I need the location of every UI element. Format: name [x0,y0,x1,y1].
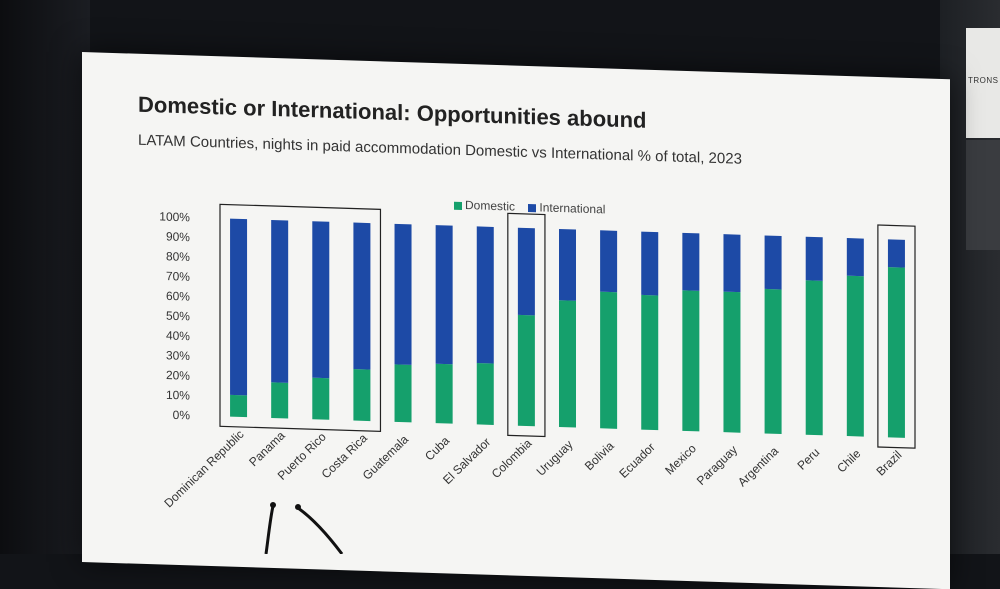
projection-screen: Domestic or International: Opportunities… [82,52,950,589]
bar-domestic-uruguay [559,300,576,428]
cable-left-tip [270,502,276,508]
side-panel-text: TRONS [968,76,999,85]
bar-domestic-guatemala [394,364,412,423]
bar-international-peru [805,236,823,281]
bar-international-panama [271,219,289,383]
bar-international-bolivia [600,230,618,293]
bar-international-brazil [887,239,905,268]
bar-domestic-ecuador [641,294,659,431]
bar-international-el-salvador [476,226,494,364]
bar-international-uruguay [559,228,576,301]
bar-domestic-bolivia [600,291,618,429]
cable-left [264,505,275,554]
y-tick-label-40: 40% [166,328,190,343]
bar-international-colombia [517,227,535,316]
bar-domestic-peru [805,280,823,436]
bar-international-cuba [435,225,453,365]
stacked-bar-chart: 0%10%20%30%40%50%60%70%80%90%100%Dominic… [159,203,916,510]
bar-domestic-mexico [682,290,700,432]
y-tick-label-100: 100% [159,209,190,224]
bar-domestic-chile [846,275,864,437]
bar-international-puerto-rico [312,221,330,379]
y-tick-label-70: 70% [166,269,190,284]
highlight-box-1 [507,212,546,438]
y-tick-label-0: 0% [173,408,191,423]
bar-international-costa-rica [353,222,371,370]
room-background-left [0,0,90,554]
bar-international-chile [846,238,864,277]
bar-international-dominican-republic [230,218,248,396]
side-display-dark [966,140,1000,250]
bar-domestic-dominican-republic [230,394,248,418]
y-tick-label-20: 20% [166,368,190,383]
bar-international-mexico [682,232,700,291]
y-tick-label-50: 50% [166,309,190,324]
bar-domestic-colombia [517,314,535,427]
microphone-cables [0,0,1000,554]
highlight-box-0 [219,203,382,432]
side-display-panel: TRONS [966,28,1000,138]
cable-right-tip [295,504,301,510]
bar-domestic-el-salvador [476,363,494,425]
bar-domestic-cuba [435,363,453,424]
bar-domestic-paraguay [723,291,741,433]
bar-domestic-brazil [887,267,905,438]
bar-international-guatemala [394,223,412,365]
bar-international-paraguay [723,234,741,293]
y-tick-label-60: 60% [166,289,190,304]
bar-international-ecuador [641,231,659,296]
y-tick-label-10: 10% [166,388,190,403]
bar-domestic-argentina [764,288,782,434]
highlight-box-2 [877,224,916,449]
cable-right [297,506,344,554]
y-tick-label-80: 80% [166,249,190,264]
bar-domestic-costa-rica [353,369,371,422]
bar-domestic-puerto-rico [312,377,330,420]
bar-international-argentina [764,235,782,290]
bar-domestic-panama [271,382,289,419]
y-tick-label-30: 30% [166,348,190,363]
y-tick-label-90: 90% [166,229,190,244]
